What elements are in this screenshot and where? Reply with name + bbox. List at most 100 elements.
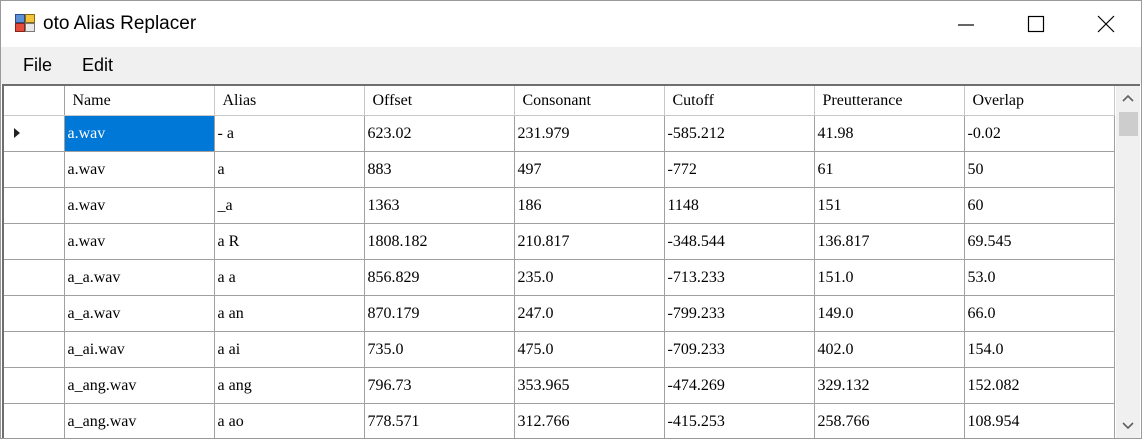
cell-name[interactable]: a_ang.wav — [64, 367, 215, 404]
menu-edit[interactable]: Edit — [82, 55, 114, 75]
scroll-thumb[interactable] — [1119, 112, 1138, 136]
column-header-preutterance[interactable]: Preutterance — [814, 86, 965, 116]
cell-consonant[interactable]: 497 — [514, 151, 665, 188]
cell-preutterance[interactable]: 151.0 — [814, 259, 965, 296]
cell-name[interactable]: a.wav — [64, 187, 215, 224]
close-button[interactable] — [1071, 1, 1141, 47]
cell-cutoff[interactable]: -709.233 — [664, 331, 815, 368]
column-header-alias[interactable]: Alias — [214, 86, 365, 116]
corner-header-cell[interactable] — [4, 86, 65, 116]
cell-name[interactable]: a_ai.wav — [64, 331, 215, 368]
cell-consonant[interactable]: 312.766 — [514, 403, 665, 438]
cell-offset[interactable]: 796.73 — [364, 367, 515, 404]
cell-offset[interactable]: 883 — [364, 151, 515, 188]
minimize-button[interactable] — [931, 1, 1001, 47]
window-title: oto Alias Replacer — [43, 13, 197, 34]
cell-preutterance[interactable]: 136.817 — [814, 223, 965, 260]
column-header-overlap[interactable]: Overlap — [964, 86, 1115, 116]
cell-preutterance[interactable]: 41.98 — [814, 115, 965, 152]
scroll-up-arrow-icon — [1122, 94, 1134, 102]
scroll-down-button[interactable] — [1116, 414, 1140, 438]
cell-offset[interactable]: 735.0 — [364, 331, 515, 368]
cell-cutoff[interactable]: -772 — [664, 151, 815, 188]
cell-alias[interactable]: a ang — [214, 367, 365, 404]
cell-name[interactable]: a_ang.wav — [64, 403, 215, 438]
row-header[interactable] — [4, 295, 65, 332]
cell-offset[interactable]: 778.571 — [364, 403, 515, 438]
cell-preutterance[interactable]: 149.0 — [814, 295, 965, 332]
title-bar[interactable]: oto Alias Replacer — [1, 1, 1141, 47]
cell-preutterance[interactable]: 329.132 — [814, 367, 965, 404]
cell-name[interactable]: a.wav — [64, 223, 215, 260]
cell-preutterance[interactable]: 258.766 — [814, 403, 965, 438]
cell-alias[interactable]: a ao — [214, 403, 365, 438]
cell-cutoff[interactable]: -713.233 — [664, 259, 815, 296]
cell-name[interactable]: a.wav — [64, 151, 215, 188]
column-header-consonant[interactable]: Consonant — [514, 86, 665, 116]
cell-alias[interactable]: - a — [214, 115, 365, 152]
cell-cutoff[interactable]: -799.233 — [664, 295, 815, 332]
cell-consonant[interactable]: 475.0 — [514, 331, 665, 368]
cell-cutoff[interactable]: -348.544 — [664, 223, 815, 260]
maximize-button[interactable] — [1001, 1, 1071, 47]
cell-overlap[interactable]: 53.0 — [964, 259, 1115, 296]
column-header-cutoff[interactable]: Cutoff — [664, 86, 815, 116]
cell-cutoff[interactable]: -474.269 — [664, 367, 815, 404]
vertical-scrollbar[interactable] — [1116, 86, 1140, 438]
app-icon — [15, 14, 35, 32]
cell-name[interactable]: a_a.wav — [64, 295, 215, 332]
cell-offset[interactable]: 1363 — [364, 187, 515, 224]
table-row: a.wav a R 1808.182 210.817 -348.544 136.… — [4, 223, 1115, 260]
cell-cutoff[interactable]: 1148 — [664, 187, 815, 224]
row-header[interactable] — [4, 259, 65, 296]
cell-overlap[interactable]: 108.954 — [964, 403, 1115, 438]
scroll-down-arrow-icon — [1122, 422, 1134, 430]
close-icon — [1097, 15, 1115, 33]
cell-name[interactable]: a_a.wav — [64, 259, 215, 296]
cell-consonant[interactable]: 231.979 — [514, 115, 665, 152]
cell-offset[interactable]: 856.829 — [364, 259, 515, 296]
cell-consonant[interactable]: 186 — [514, 187, 665, 224]
cell-consonant[interactable]: 247.0 — [514, 295, 665, 332]
cell-name[interactable]: a.wav — [64, 115, 215, 152]
cell-preutterance[interactable]: 402.0 — [814, 331, 965, 368]
cell-overlap[interactable]: 69.545 — [964, 223, 1115, 260]
row-header[interactable] — [4, 115, 65, 152]
cell-alias[interactable]: a an — [214, 295, 365, 332]
cell-alias[interactable]: a ai — [214, 331, 365, 368]
cell-alias[interactable]: a a — [214, 259, 365, 296]
cell-offset[interactable]: 870.179 — [364, 295, 515, 332]
menu-file[interactable]: File — [23, 55, 53, 75]
cell-consonant[interactable]: 353.965 — [514, 367, 665, 404]
row-header[interactable] — [4, 223, 65, 260]
cell-alias[interactable]: _a — [214, 187, 365, 224]
cell-cutoff[interactable]: -415.253 — [664, 403, 815, 438]
cell-overlap[interactable]: -0.02 — [964, 115, 1115, 152]
cell-cutoff[interactable]: -585.212 — [664, 115, 815, 152]
table-row: a.wav _a 1363 186 1148 151 60 — [4, 187, 1115, 224]
minimize-icon — [958, 24, 974, 26]
cell-overlap[interactable]: 50 — [964, 151, 1115, 188]
cell-alias[interactable]: a — [214, 151, 365, 188]
cell-overlap[interactable]: 60 — [964, 187, 1115, 224]
cell-consonant[interactable]: 210.817 — [514, 223, 665, 260]
row-header[interactable] — [4, 187, 65, 224]
column-header-name[interactable]: Name — [64, 86, 215, 116]
cell-preutterance[interactable]: 61 — [814, 151, 965, 188]
column-header-offset[interactable]: Offset — [364, 86, 515, 116]
cell-offset[interactable]: 1808.182 — [364, 223, 515, 260]
cell-consonant[interactable]: 235.0 — [514, 259, 665, 296]
cell-offset[interactable]: 623.02 — [364, 115, 515, 152]
maximize-icon — [1027, 15, 1045, 33]
data-grid[interactable]: Name Alias Offset Consonant Cutoff Preut… — [2, 84, 1140, 438]
row-header[interactable] — [4, 403, 65, 438]
scroll-up-button[interactable] — [1116, 86, 1140, 110]
row-header[interactable] — [4, 367, 65, 404]
cell-overlap[interactable]: 66.0 — [964, 295, 1115, 332]
cell-alias[interactable]: a R — [214, 223, 365, 260]
cell-preutterance[interactable]: 151 — [814, 187, 965, 224]
cell-overlap[interactable]: 154.0 — [964, 331, 1115, 368]
cell-overlap[interactable]: 152.082 — [964, 367, 1115, 404]
row-header[interactable] — [4, 151, 65, 188]
row-header[interactable] — [4, 331, 65, 368]
